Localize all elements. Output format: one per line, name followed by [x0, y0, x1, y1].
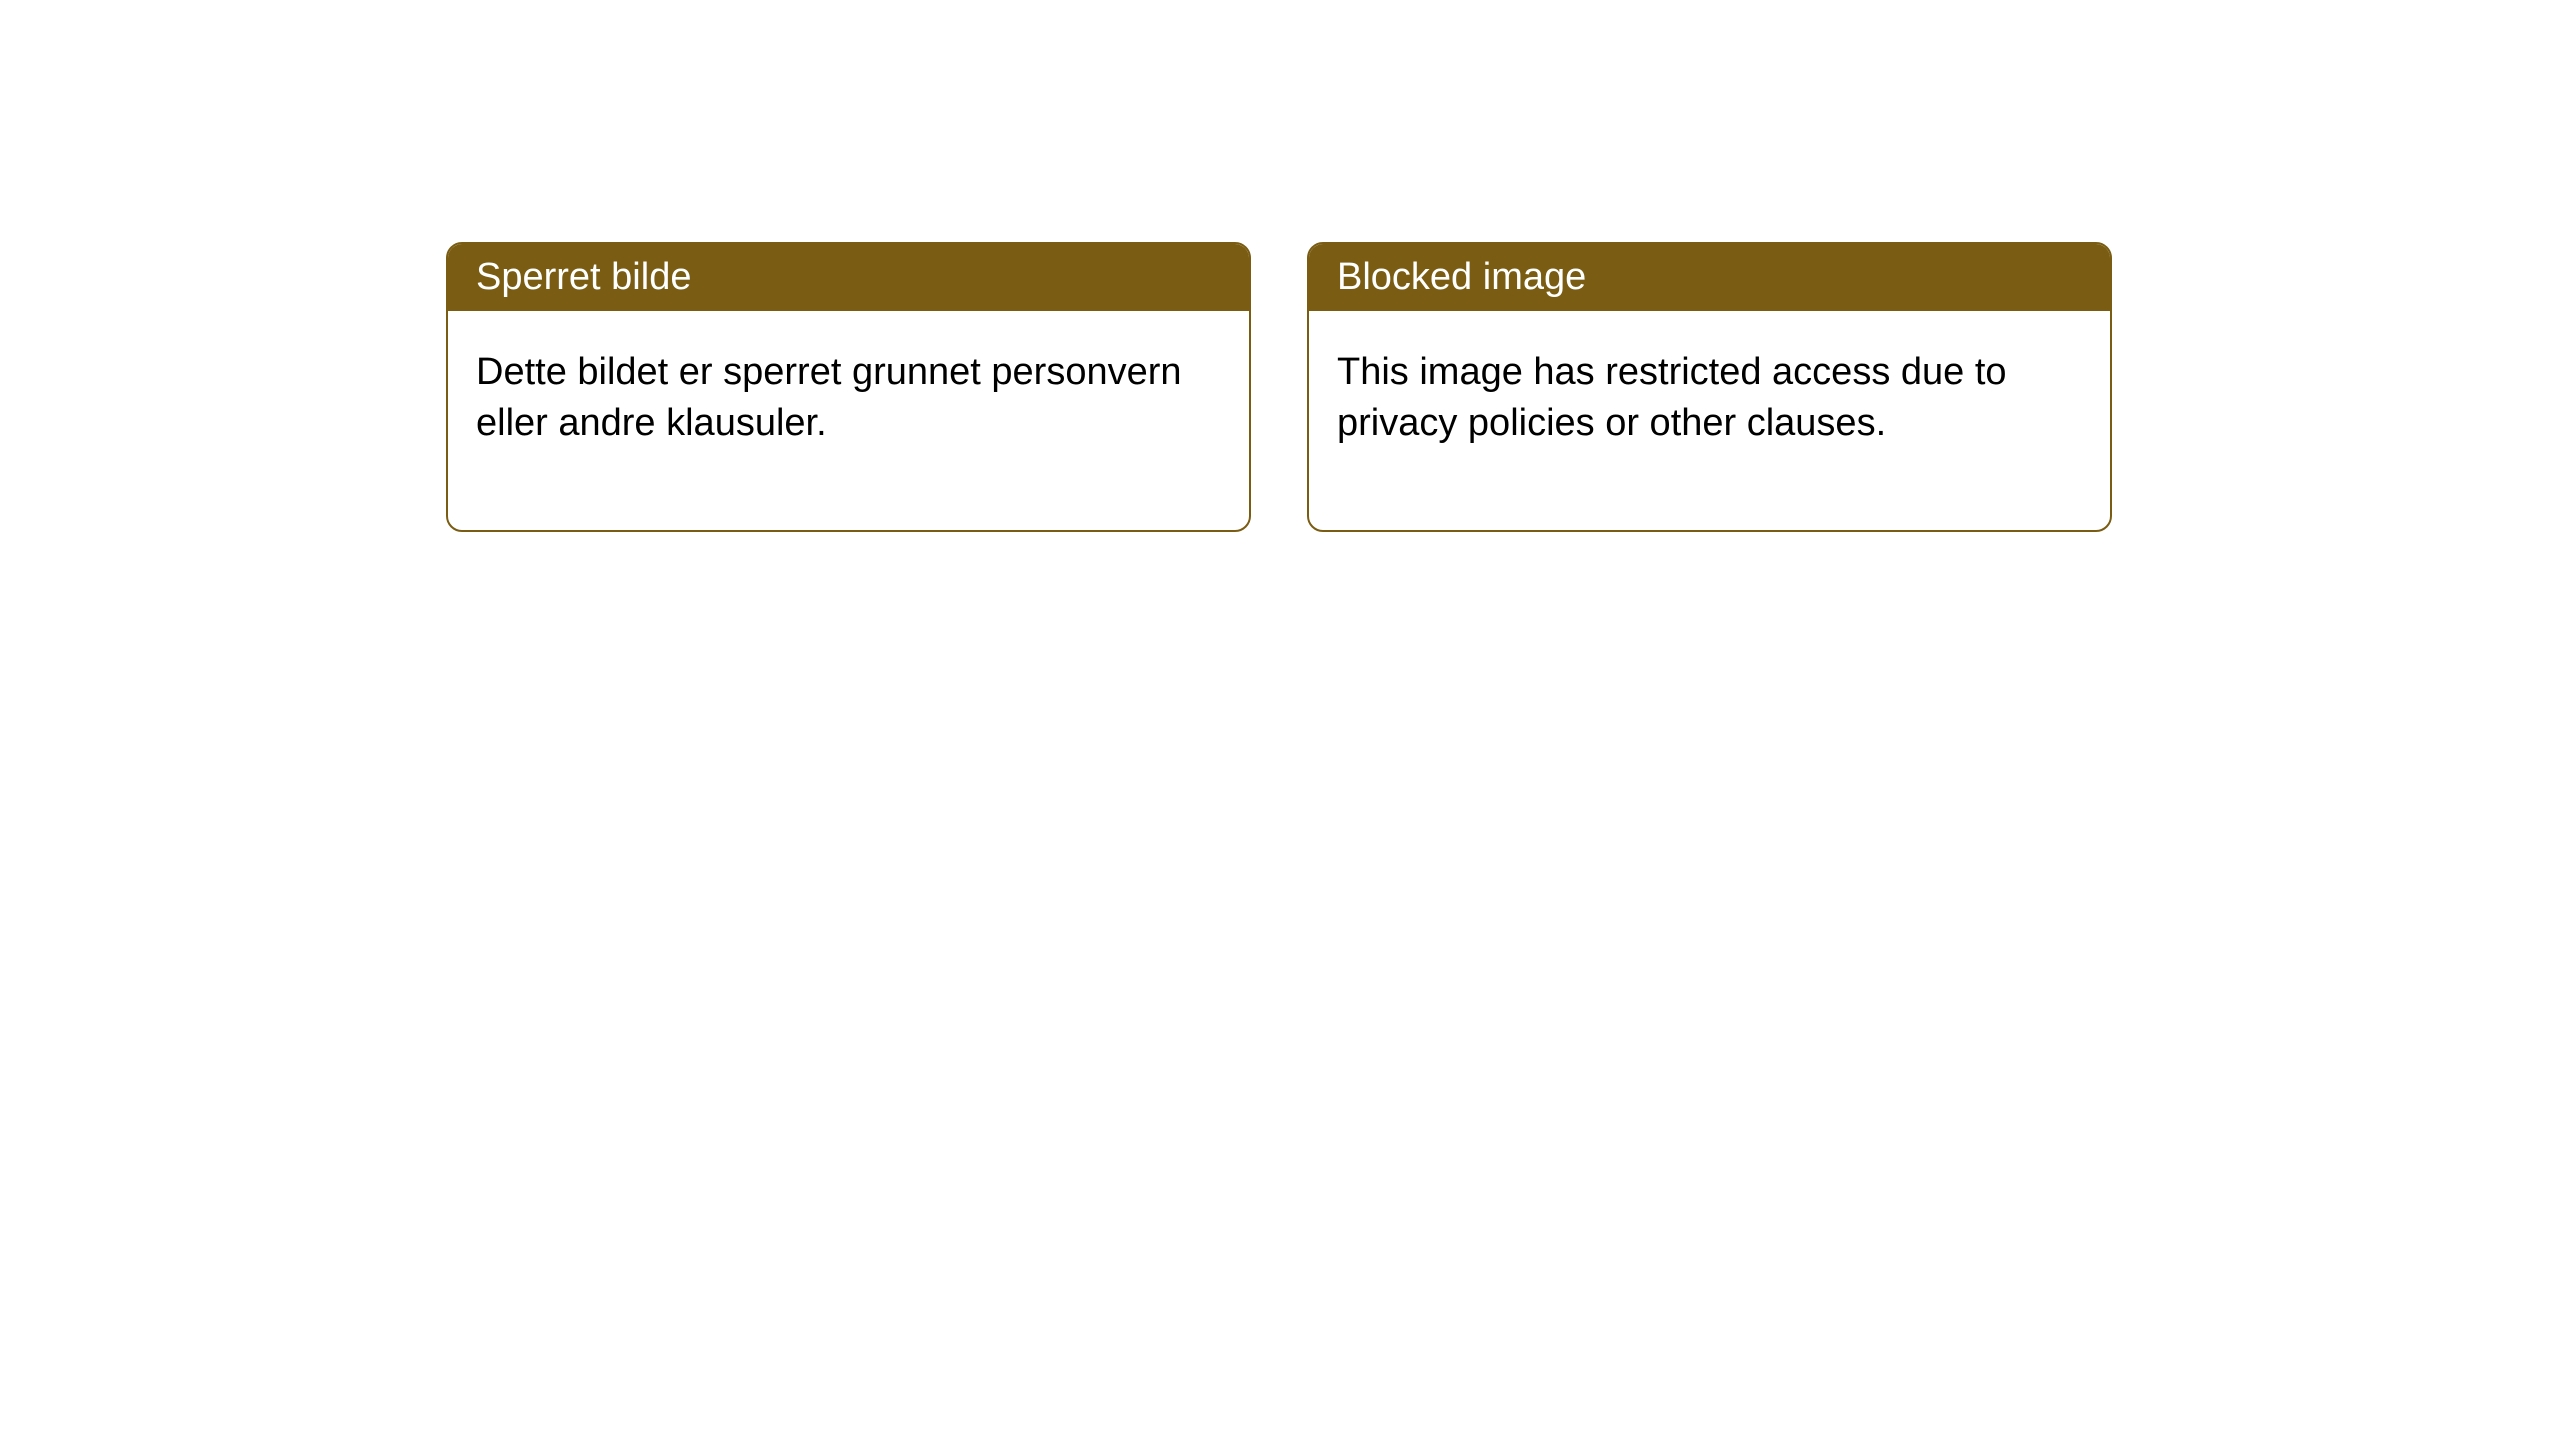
blocked-image-card-en: Blocked image This image has restricted … — [1307, 242, 2112, 532]
card-body: This image has restricted access due to … — [1309, 311, 2110, 530]
card-title: Sperret bilde — [476, 256, 691, 298]
card-body-text: Dette bildet er sperret grunnet personve… — [476, 351, 1182, 444]
blocked-image-card-no: Sperret bilde Dette bildet er sperret gr… — [446, 242, 1251, 532]
cards-container: Sperret bilde Dette bildet er sperret gr… — [446, 242, 2112, 532]
card-body: Dette bildet er sperret grunnet personve… — [448, 311, 1249, 530]
card-body-text: This image has restricted access due to … — [1337, 351, 2007, 444]
card-header: Blocked image — [1309, 244, 2110, 311]
card-header: Sperret bilde — [448, 244, 1249, 311]
card-title: Blocked image — [1337, 256, 1586, 298]
